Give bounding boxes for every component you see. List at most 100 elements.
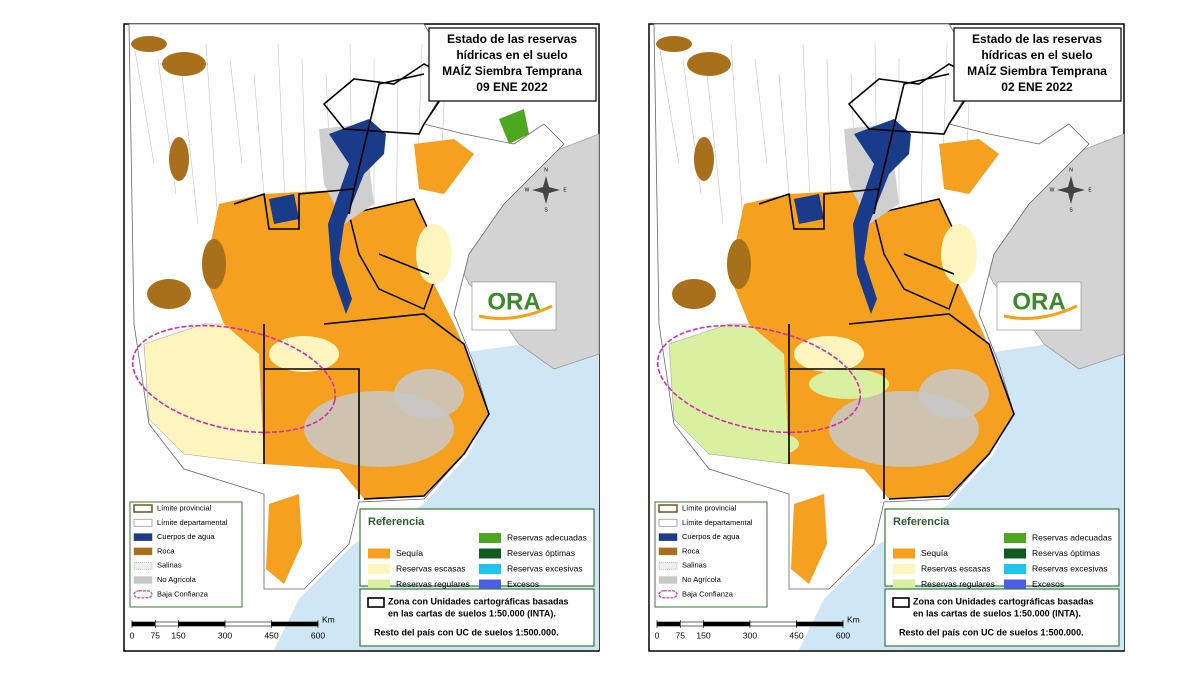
reference-swatch	[893, 564, 915, 574]
scarce-reserves	[941, 224, 977, 284]
legend-label: Baja Confianza	[682, 589, 734, 598]
note-line: Zona con Unidades cartográficas basadas	[913, 596, 1094, 606]
legend-label: Límite provincial	[157, 503, 212, 512]
non-agricultural	[394, 369, 464, 419]
logo-box	[996, 281, 1082, 331]
title-line: hídricas en el suelo	[981, 48, 1092, 62]
rock	[147, 279, 191, 309]
reference-swatch	[368, 579, 390, 590]
reference-label: Excesos	[507, 579, 539, 589]
legend-swatch	[133, 518, 153, 527]
compass: N S E W	[525, 167, 568, 213]
drought-zone	[791, 494, 827, 584]
provincial-border	[233, 73, 430, 499]
compass-letter: S	[544, 207, 548, 213]
scale-label: 300	[743, 630, 757, 640]
water-body	[853, 119, 911, 314]
reference-label: Sequía	[921, 548, 948, 558]
title-line: MAÍZ Siembra Temprana	[442, 63, 582, 78]
scale-segment	[178, 621, 226, 627]
legend-swatch	[658, 590, 678, 599]
scarce-reserves	[416, 224, 452, 284]
scale-unit: Km	[847, 614, 860, 624]
department-line	[253, 73, 265, 195]
legend-label: No Agrícola	[682, 575, 722, 584]
scale-segment	[154, 621, 179, 627]
scale-label: 300	[218, 630, 232, 640]
note-swatch	[367, 597, 385, 608]
department-line	[706, 73, 724, 225]
scale-segment	[796, 621, 844, 627]
scale-segment	[271, 621, 319, 627]
legend-swatch	[133, 504, 153, 513]
compass-rose	[1057, 176, 1085, 204]
provincial-border	[758, 73, 955, 499]
reference-label: Reservas adecuadas	[1032, 532, 1112, 542]
reference-swatch	[1004, 564, 1026, 574]
legend-swatch	[658, 547, 678, 556]
compass-letter: W	[525, 187, 530, 193]
logo-box	[471, 281, 557, 331]
scale-label: 75	[151, 630, 161, 640]
non-agricultural	[919, 369, 989, 419]
adequate-reserves	[499, 109, 529, 144]
compass-letter: N	[544, 167, 548, 173]
legend-swatch	[133, 576, 153, 584]
scale-label: 600	[311, 630, 325, 640]
logo-text: ORA	[1012, 288, 1065, 315]
scale-segment	[131, 621, 156, 627]
legend-label: Límite departamental	[682, 518, 753, 527]
compass-letter: E	[563, 187, 567, 193]
department-line	[754, 58, 768, 165]
reference-swatch	[893, 579, 915, 590]
reference-label: Reservas escasas	[921, 563, 990, 573]
legend-label: Límite provincial	[682, 503, 737, 512]
reference-label: Reservas excesivas	[507, 563, 583, 573]
title-line: 02 ENE 2022	[1001, 80, 1073, 94]
drought-zone	[348, 198, 443, 311]
rock	[202, 239, 226, 289]
scale-segment	[224, 621, 272, 627]
legend-label: Roca	[682, 546, 700, 555]
scale-label: 450	[789, 630, 803, 640]
reference-swatch	[1004, 533, 1026, 543]
scale-label: 450	[264, 630, 278, 640]
logo-swoosh	[478, 304, 553, 320]
scale-segment	[703, 621, 751, 627]
scale-label: 0	[130, 630, 135, 640]
reference-label: Reservas adecuadas	[507, 532, 587, 542]
note-box	[884, 588, 1120, 647]
reference-label: Excesos	[1032, 579, 1064, 589]
reference-swatch	[893, 548, 915, 559]
compass-letter: W	[1050, 187, 1055, 193]
reference-box	[884, 508, 1120, 587]
legend-swatch	[658, 504, 678, 513]
legend-label: Salinas	[682, 561, 707, 570]
rock	[656, 36, 692, 52]
note-line: Resto del país con UC de suelos 1:500.00…	[899, 627, 1084, 637]
scale-segment	[656, 621, 681, 627]
drought-zone	[414, 139, 474, 194]
rock	[687, 52, 731, 76]
legend-swatch	[133, 547, 153, 556]
scale-label: 150	[171, 630, 185, 640]
legend-swatch	[658, 576, 678, 584]
reference-title: Referencia	[893, 516, 950, 528]
reference-swatch	[479, 548, 501, 559]
drought-zone	[266, 494, 302, 584]
reference-swatch	[479, 579, 501, 590]
scale-label: 150	[696, 630, 710, 640]
provincial-border	[848, 313, 1015, 500]
reference-title: Referencia	[368, 516, 425, 528]
legend-label: Cuerpos de agua	[157, 532, 215, 541]
regular-reserves	[809, 369, 889, 399]
reference-swatch	[368, 548, 390, 559]
scale-label: 75	[676, 630, 686, 640]
map-panel: Estado de las reservas hídricas en el sue…	[648, 23, 1125, 652]
low-confidence-zone	[131, 324, 337, 434]
scale-label: 600	[836, 630, 850, 640]
note-box	[359, 588, 595, 647]
department-line	[778, 73, 790, 195]
department-line	[181, 73, 199, 225]
